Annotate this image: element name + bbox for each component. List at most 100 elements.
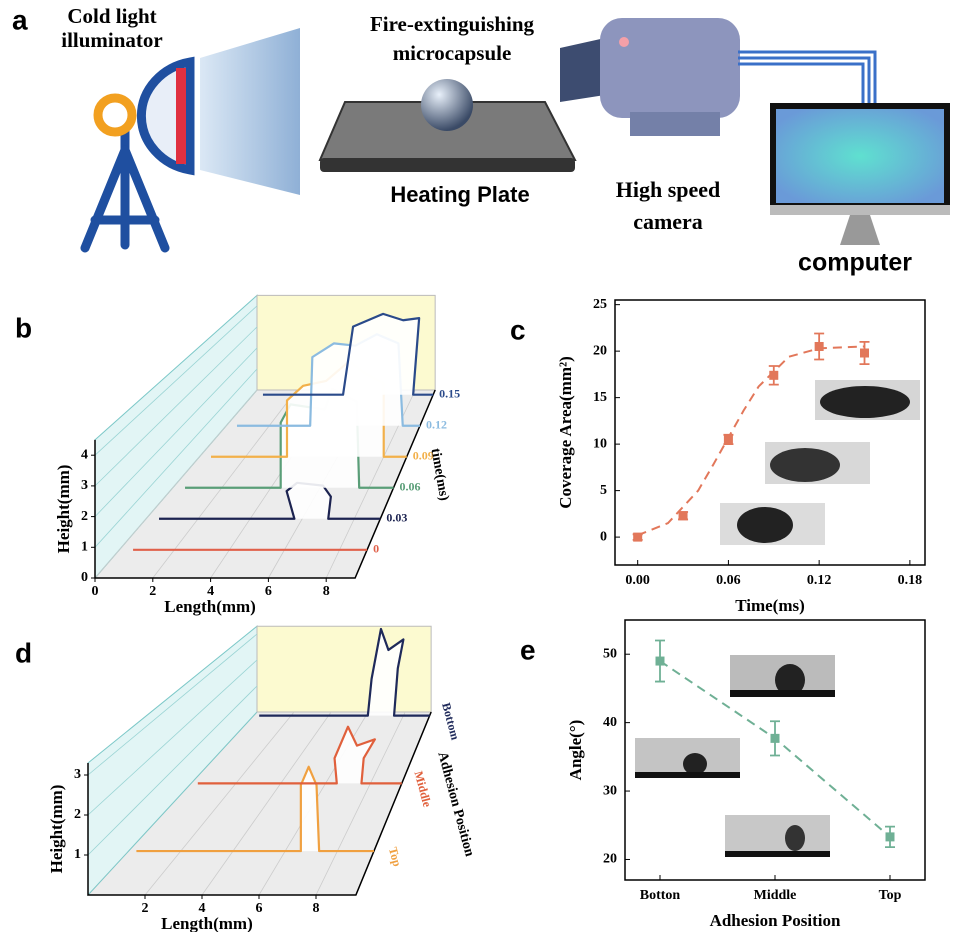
legend-label: Bottom [439,701,462,741]
lamp-glass [176,68,186,164]
label: computer [798,249,912,277]
monitor-stand [840,215,880,245]
plot-frame [624,619,926,881]
x-tick-label: 0 [92,584,99,599]
legend-label: 0 [373,542,379,556]
panel-label: d [15,637,32,668]
x-tick-label: 4 [199,901,206,916]
x-axis-label: Time(ms) [735,596,805,615]
point [655,656,665,666]
profile [197,725,402,785]
insets [635,380,920,857]
x-tick-label: Middle [754,888,797,903]
camera-base [630,112,720,136]
grid-line [315,711,406,896]
panel-label: b [15,312,32,343]
light-beam [200,28,300,195]
y-tick-label: 0 [600,529,607,544]
x-tick-label: Botton [640,888,681,903]
point [770,733,780,743]
y-tick-label: 10 [593,436,607,451]
point [814,341,824,351]
cable [738,50,877,105]
x-tick-label: 2 [149,584,156,599]
x-tick-label: 6 [256,901,263,916]
y-tick-label: 50 [603,646,617,661]
grid-line [94,326,258,487]
point [769,370,779,380]
x-tick-label: 8 [313,901,320,916]
tripod [80,125,170,253]
y-tick-label: 5 [600,483,607,498]
point [885,832,895,842]
plate [318,101,577,161]
x-axis-label: Adhesion Position [710,911,841,930]
plot-frame [614,299,926,566]
lamp-ring [93,93,137,137]
microcapsule [421,79,473,131]
camera-body [600,18,740,118]
axis-line [94,389,436,579]
camera-light [619,37,629,47]
x-tick-label: 0.18 [898,573,923,588]
plate-edge [320,158,575,172]
back-wall [256,625,432,713]
grid-line [152,389,297,579]
fit-line [637,345,865,537]
y-tick-label: 0 [81,570,88,585]
label: Heating Plate [390,182,529,207]
point [678,511,688,521]
point [633,532,643,542]
y-tick-label: 4 [81,447,88,462]
y-tick-label: 3 [81,478,88,493]
x-tick-label: 0.00 [625,573,650,588]
grid-line [94,389,258,579]
legend-label: Middle [411,770,434,810]
y-tick-label: 20 [593,343,607,358]
label: camera [633,209,703,234]
z-axis-label: time(ms) [427,447,451,502]
profile [262,312,434,396]
x-tick-label: 0.06 [716,573,741,588]
panel-label: a [12,4,28,35]
legend-label: 0.15 [439,386,460,400]
x-tick-label: 6 [265,584,272,599]
grid-line [87,659,258,816]
panel-label: e [520,634,536,665]
grid-line [94,305,258,456]
y-tick-label: 30 [603,783,617,798]
grid-line [201,711,332,896]
label: Fire-extinguishing [370,12,535,36]
legend-label: 0.12 [426,417,447,431]
diagram: a Cold light illuminator Fire-extinguish… [12,4,950,277]
grid-line [94,347,258,517]
y-tick-label: 40 [603,715,617,730]
axis-line [87,711,432,896]
profile [259,627,430,717]
label: Cold light [67,4,156,28]
y-axis-label: Height(mm) [47,785,66,874]
label: High speed [616,177,721,202]
y-tick-label: 2 [81,509,88,524]
y-tick-label: 3 [74,767,81,782]
legend-label: 0.06 [400,480,421,494]
label: illuminator [61,28,163,52]
point [723,434,733,444]
grid-line [144,711,295,896]
y-axis-label: Coverage Area(mm²) [556,356,575,509]
z-axis-label: Adhesion Position [434,750,476,858]
legend-label: Top [386,845,405,868]
x-tick-label: 0.12 [807,573,832,588]
profile [136,765,374,853]
grid-line [87,633,258,776]
grid-line [87,685,258,856]
x-tick-label: 4 [207,584,214,599]
x-tick-label: 2 [142,901,149,916]
y-tick-label: 20 [603,852,617,867]
y-tick-label: 1 [74,847,81,862]
point [860,348,870,358]
screen [776,109,944,203]
x-axis-label: Length(mm) [161,914,253,932]
y-tick-label: 15 [593,390,607,405]
